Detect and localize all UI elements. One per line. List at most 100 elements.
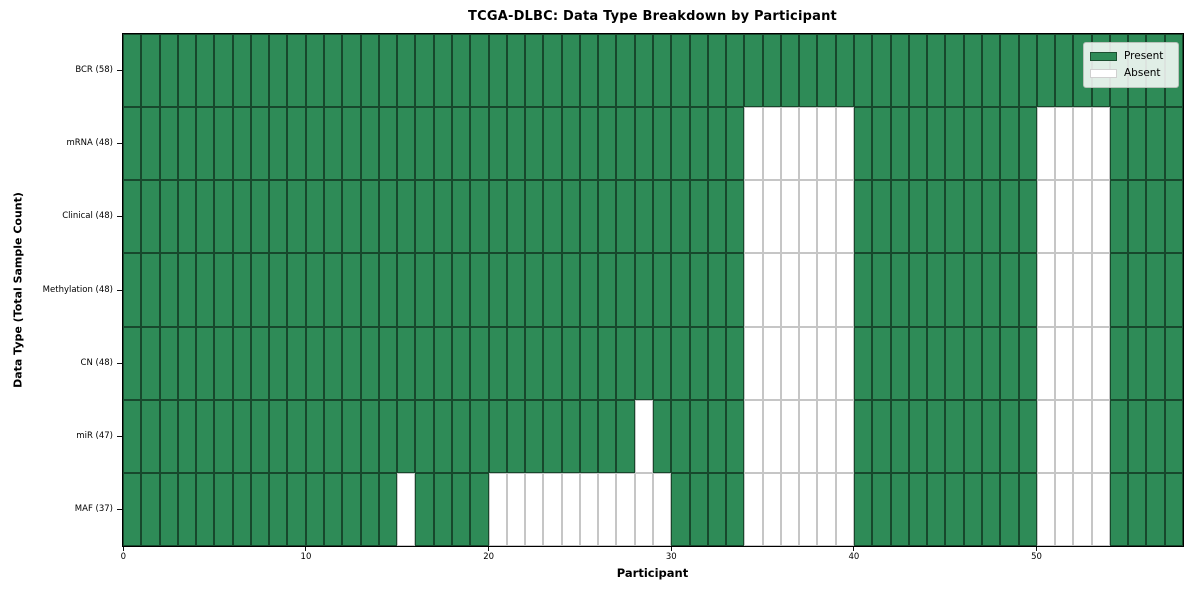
x-tick-label-30: 30 [665,552,677,562]
heatmap-cell [506,107,526,181]
heatmap-cell [762,34,781,108]
heatmap-cell [1036,107,1056,181]
heatmap-cell [945,472,964,546]
heatmap-cell [726,180,745,254]
heatmap-cell [963,472,982,546]
x-tick-mark-20 [488,547,490,551]
heatmap-cell [1109,253,1129,327]
heatmap-cell [269,34,288,108]
heatmap-cell [141,107,160,181]
heatmap-cell [872,180,891,254]
heatmap-cell [525,326,544,400]
heatmap-cell [945,34,964,108]
heatmap-cell [177,180,197,254]
present-swatch-icon [1090,52,1117,61]
heatmap-cell [1018,107,1037,181]
heatmap-cell [488,253,507,327]
y-tick-label-BCR: BCR (58) [75,65,113,76]
heatmap-cell [305,253,325,327]
heatmap-cell [890,399,909,473]
heatmap-cell [342,399,361,473]
heatmap-cell [762,326,781,400]
heatmap-cell [525,472,544,546]
heatmap-cell [378,34,398,108]
heatmap-cell [378,180,398,254]
heatmap-cell [817,107,836,181]
heatmap-cell [634,472,653,546]
y-tick-mark-CN [117,362,122,364]
y-tick-mark-mRNA [117,143,122,145]
heatmap-cell [159,107,178,181]
heatmap-cell [726,253,745,327]
heatmap-cell [652,326,672,400]
heatmap-cell [689,180,708,254]
heatmap-cell [780,107,800,181]
heatmap-cell [1055,472,1074,546]
heatmap-cell [159,399,178,473]
heatmap-cell [196,472,215,546]
heatmap-cell [250,34,270,108]
x-tick-label-0: 0 [120,552,127,562]
heatmap-cell [598,472,617,546]
heatmap-cell [1073,180,1092,254]
x-tick-mark-10 [305,547,307,551]
heatmap-cell [397,180,416,254]
heatmap-cell [415,180,434,254]
heatmap-cell [1164,107,1183,181]
heatmap-cell [506,180,526,254]
heatmap-cell [1146,399,1165,473]
heatmap-cell [1091,399,1110,473]
heatmap-cell [196,253,215,327]
heatmap-cell [744,326,763,400]
heatmap-cell [506,253,526,327]
heatmap-cell [159,253,178,327]
heatmap-cell [214,399,233,473]
heatmap-cell [378,472,398,546]
heatmap-cell [1055,107,1074,181]
heatmap-cell [177,326,197,400]
heatmap-cell [598,180,617,254]
heatmap-cell [1055,34,1074,108]
heatmap-cell [214,472,233,546]
heatmap-cell [817,34,836,108]
heatmap-cell [141,399,160,473]
heatmap-cell [506,326,526,400]
heatmap-cell [433,399,452,473]
heatmap-cell [616,326,635,400]
heatmap-cell [470,399,489,473]
x-tick-mark-30 [670,547,672,551]
heatmap-cell [177,399,197,473]
heatmap-cell [1164,253,1183,327]
heatmap-cell [232,34,251,108]
heatmap-cell [854,180,873,254]
heatmap-cell [780,253,800,327]
heatmap-cell [908,107,928,181]
heatmap-cell [123,34,142,108]
heatmap-cell [1146,180,1165,254]
heatmap-cell [196,34,215,108]
heatmap-cell [1055,399,1074,473]
heatmap-cell [1128,253,1147,327]
heatmap-cell [762,180,781,254]
heatmap-cell [433,253,452,327]
heatmap-cell [726,34,745,108]
heatmap-cell [324,34,343,108]
absent-swatch-icon [1090,69,1117,78]
heatmap-cell [1000,107,1019,181]
heatmap-cell [616,399,635,473]
heatmap-cell [945,326,964,400]
heatmap-cell [1018,472,1037,546]
heatmap-cell [305,34,325,108]
heatmap-cell [378,253,398,327]
heatmap-cell [908,472,928,546]
heatmap-cell [981,34,1001,108]
heatmap-cell [159,326,178,400]
heatmap-cell [1109,472,1129,546]
heatmap-cell [835,472,855,546]
heatmap-cell [360,472,379,546]
heatmap-cell [963,253,982,327]
heatmap-cell [1146,472,1165,546]
heatmap-cell [927,326,946,400]
heatmap-cell [451,399,471,473]
heatmap-cell [671,399,690,473]
